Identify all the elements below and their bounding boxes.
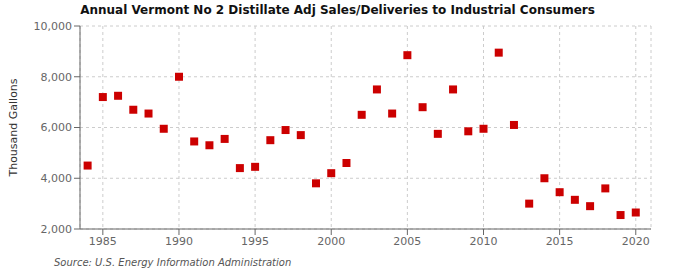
svg-text:Thousand Gallons: Thousand Gallons [7,78,20,177]
svg-text:1990: 1990 [165,235,193,248]
svg-text:4,000: 4,000 [41,172,73,185]
html-text:Annual Vermont No 2 Distillate: Annual Vermont No 2 Distillate Adj Sales… [80,3,595,17]
svg-text:10,000: 10,000 [34,20,73,33]
svg-text:2000: 2000 [317,235,345,248]
svg-text:2005: 2005 [393,235,421,248]
svg-text:1985: 1985 [89,235,117,248]
svg-text:6,000: 6,000 [41,121,73,134]
svg-text:2020: 2020 [622,235,650,248]
svg-text:1995: 1995 [241,235,269,248]
svg-text:8,000: 8,000 [41,71,73,84]
html-text:Source: U.S. Energy Informatio: Source: U.S. Energy Information Administ… [54,257,292,268]
svg-text:2,000: 2,000 [41,223,73,236]
svg-text:2015: 2015 [546,235,574,248]
svg-text:2010: 2010 [470,235,498,248]
